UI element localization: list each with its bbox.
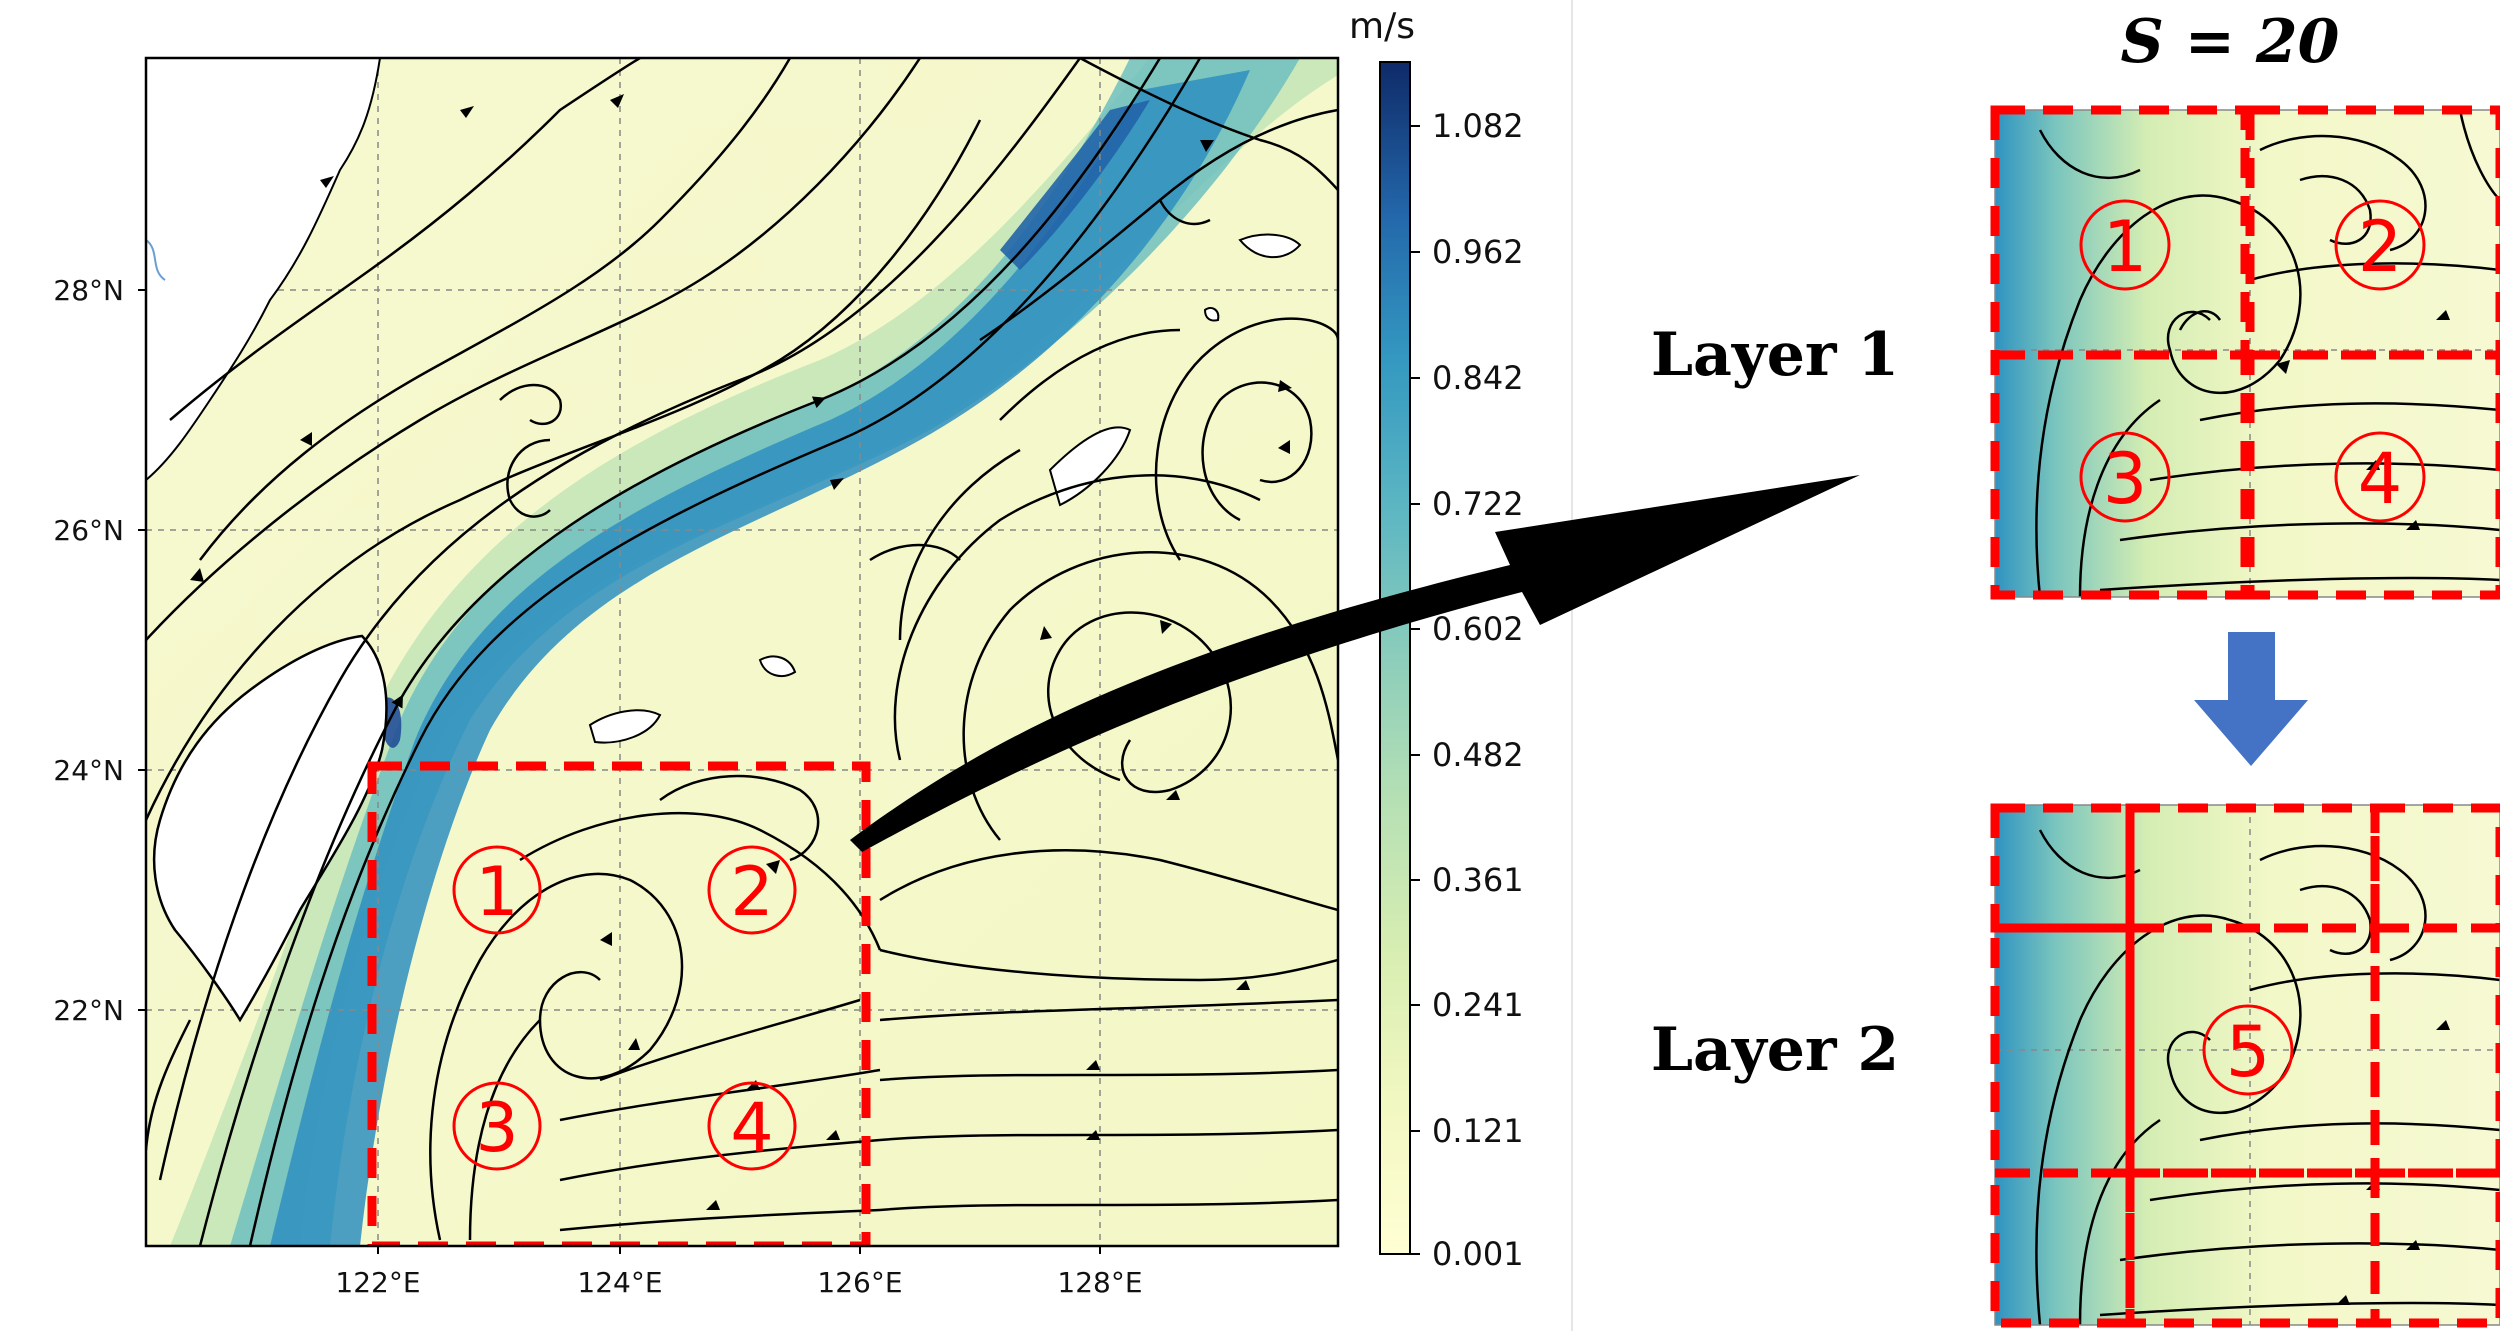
svg-text:2: 2 xyxy=(2358,206,2403,288)
colorbar: m/s 1.082 0.962 0.842 0.722 0.602 0.482 … xyxy=(1349,6,1524,1273)
lon-label-122: 122°E xyxy=(335,1266,420,1299)
streamlines xyxy=(146,58,1338,1246)
svg-text:5: 5 xyxy=(2226,1011,2271,1093)
colorbar-tick-label: 0.842 xyxy=(1432,359,1524,397)
lat-label-22: 22°N xyxy=(53,994,124,1027)
layer1-label: Layer 1 xyxy=(1651,320,1899,390)
map-panel: 1 2 3 4 xyxy=(53,56,1340,1299)
layer1-region-2: 2 xyxy=(2334,199,2426,291)
river xyxy=(146,239,166,281)
inset2-boxes xyxy=(1990,803,2500,1328)
lat-label-28: 28°N xyxy=(53,274,124,307)
lat-label-24: 24°N xyxy=(53,754,124,787)
colorbar-scale xyxy=(1379,61,1411,1255)
layer1-inset: 1 2 3 4 xyxy=(1990,105,2500,600)
colorbar-tick-label: 0.361 xyxy=(1432,861,1524,899)
colorbar-unit: m/s xyxy=(1349,6,1415,47)
map-region-4: 4 xyxy=(707,1081,797,1171)
colorbar-tick-label: 0.482 xyxy=(1432,736,1524,774)
map-region-2: 2 xyxy=(707,845,797,935)
colorbar-tick-label: 0.722 xyxy=(1432,485,1524,523)
inset1-arrows xyxy=(2276,310,2450,530)
map-region-labels: 1 2 3 4 xyxy=(452,845,797,1171)
layer2-inset: 5 xyxy=(1990,803,2500,1328)
colorbar-tick-marks xyxy=(1410,125,1420,1255)
map-frame xyxy=(144,56,1340,1248)
current-band-core xyxy=(270,70,1250,1246)
inset1-boxes xyxy=(1990,105,2500,600)
inset1-streamlines xyxy=(2035,110,2500,597)
down-arrow-icon xyxy=(2194,632,2308,766)
map-tick-marks xyxy=(138,289,1101,1254)
lon-label-124: 124°E xyxy=(577,1266,662,1299)
svg-text:2: 2 xyxy=(730,853,773,932)
zoom-arrow xyxy=(850,475,1860,852)
s-label: S = 20 xyxy=(2121,7,2340,77)
island-4 xyxy=(1238,233,1302,259)
colorbar-tick-label: 0.121 xyxy=(1432,1112,1524,1150)
layer1-region-3: 3 xyxy=(2079,431,2171,523)
colorbar-tick-label: 0.602 xyxy=(1432,610,1524,648)
inset2-background xyxy=(1995,805,2500,1325)
svg-text:4: 4 xyxy=(730,1089,773,1168)
svg-text:1: 1 xyxy=(475,853,518,932)
lon-label-128: 128°E xyxy=(1057,1266,1142,1299)
lat-label-26: 26°N xyxy=(53,514,124,547)
lon-label-126: 126°E xyxy=(817,1266,902,1299)
island-1 xyxy=(588,709,662,744)
layer2-region-5: 5 xyxy=(2202,1004,2294,1096)
inset2-gridlines xyxy=(1995,805,2500,1325)
colorbar-tick-label: 1.082 xyxy=(1432,107,1524,145)
colorbar-tick-label: 0.962 xyxy=(1432,233,1524,271)
svg-text:4: 4 xyxy=(2358,438,2403,520)
layer1-region-4: 4 xyxy=(2334,431,2426,523)
svg-text:1: 1 xyxy=(2103,206,2148,288)
colorbar-tick-label: 0.241 xyxy=(1432,986,1524,1024)
island-5 xyxy=(1203,307,1220,322)
streamline-arrows xyxy=(190,94,1292,1210)
island-3 xyxy=(1048,426,1132,507)
map-selection-box xyxy=(367,761,871,1246)
svg-text:3: 3 xyxy=(2103,438,2148,520)
svg-text:3: 3 xyxy=(475,1089,518,1168)
map-region-3: 3 xyxy=(452,1081,542,1171)
inset2-streamlines xyxy=(2035,829,2500,1325)
map-region-1: 1 xyxy=(452,845,542,935)
layer1-region-1: 1 xyxy=(2079,199,2171,291)
layer2-label: Layer 2 xyxy=(1651,1015,1899,1085)
land-china xyxy=(146,58,382,482)
colorbar-tick-label: 0.001 xyxy=(1432,1235,1524,1273)
